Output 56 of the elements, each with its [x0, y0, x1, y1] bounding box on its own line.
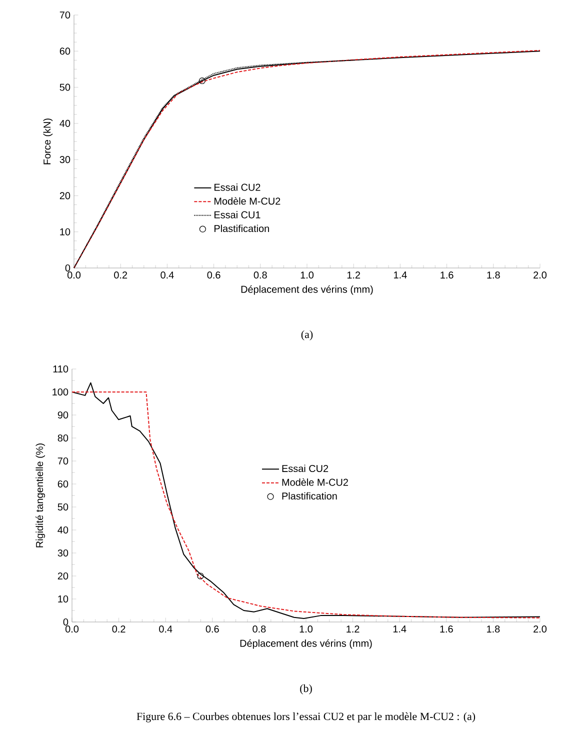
- x-tick-label: 1.0: [300, 626, 313, 633]
- legend-label: Plastification: [282, 492, 337, 500]
- x-tick-label: 1.0: [300, 272, 314, 279]
- x-tick-label: 0.6: [206, 626, 219, 633]
- x-tick-label: 0.4: [159, 626, 172, 633]
- x-tick-label: 2.0: [534, 272, 547, 279]
- x-tick-label: 0.8: [254, 272, 267, 279]
- y-tick-label: 10: [60, 228, 70, 236]
- y-tick-label: 40: [58, 526, 68, 534]
- y-axis-title: Force (kN): [43, 118, 53, 164]
- y-tick-label: 40: [60, 120, 70, 127]
- y-tick-label: 0: [65, 264, 70, 272]
- text: (b): [300, 684, 312, 694]
- y-tick-label: 70: [58, 457, 68, 465]
- y-tick-label: 90: [58, 411, 68, 419]
- y-tick-label: 0: [63, 618, 68, 626]
- x-tick-label: 1.4: [393, 626, 406, 632]
- x-tick-label: 1.8: [487, 272, 500, 279]
- y-tick-label: 110: [53, 365, 68, 373]
- caption: Figure 6.6 – Courbes obtenues lors l’essai CU2 et par le modèle M-CU2 : (a): [136, 712, 476, 722]
- y-tick-label: 80: [58, 434, 68, 442]
- x-tick-label: 2.0: [534, 626, 547, 633]
- x-tick-label: 1.6: [440, 272, 454, 279]
- legend-label: Essai CU2: [214, 184, 260, 191]
- x-axis-title: Déplacement des vérins (mm): [241, 285, 373, 295]
- y-tick-label: 100: [52, 388, 68, 396]
- x-tick-label: 0.0: [65, 626, 79, 633]
- legend-label: Plastification: [214, 224, 269, 232]
- y-tick-label: 50: [60, 84, 70, 91]
- legend-label: Modèle M-CU2: [214, 197, 280, 205]
- y-tick-label: 20: [58, 572, 68, 580]
- y-axis-title: Rigidité tangentielle (%): [36, 444, 46, 548]
- x-tick-label: 1.8: [487, 626, 500, 633]
- x-tick-label: 1.6: [440, 626, 453, 633]
- legend-label: Essai CU2: [282, 464, 328, 472]
- y-tick-label: 60: [60, 48, 70, 55]
- legend-label: Modèle M-CU2: [282, 478, 348, 486]
- y-tick-label: 30: [58, 549, 68, 557]
- y-tick-label: 50: [58, 503, 68, 511]
- x-axis-title: Déplacement des vérins (mm): [240, 639, 372, 649]
- y-tick-label: 70: [60, 11, 70, 19]
- x-tick-label: 1.2: [347, 272, 360, 278]
- text: (a): [301, 330, 313, 340]
- x-tick-label: 0.0: [67, 272, 81, 279]
- y-tick-label: 20: [60, 192, 70, 200]
- x-tick-label: 1.2: [346, 626, 360, 632]
- x-tick-label: 0.8: [252, 626, 266, 633]
- x-tick-label: 1.4: [394, 272, 407, 278]
- x-tick-label: 0.4: [160, 272, 174, 279]
- x-tick-label: 0.6: [207, 272, 220, 279]
- y-tick-label: 10: [58, 595, 68, 603]
- y-tick-label: 60: [58, 480, 68, 488]
- legend-label: Essai CU1: [214, 211, 260, 218]
- y-tick-label: 30: [60, 156, 70, 164]
- x-tick-label: 0.2: [112, 626, 126, 633]
- x-tick-label: 0.2: [114, 272, 128, 279]
